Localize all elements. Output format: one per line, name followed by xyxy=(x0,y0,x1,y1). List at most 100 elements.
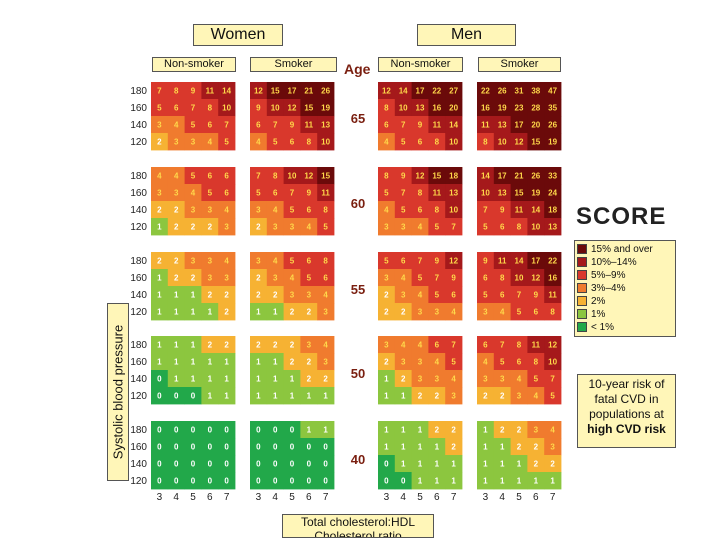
cell-value: 10 xyxy=(531,223,540,232)
cell-value: 4 xyxy=(273,206,278,215)
cell-value: 4 xyxy=(418,341,423,350)
heatmap-cell xyxy=(283,99,301,117)
heatmap-cell xyxy=(151,303,169,321)
cell-value: 3 xyxy=(191,138,196,147)
cell-value: 6 xyxy=(208,172,213,181)
cell-value: 4 xyxy=(323,341,328,350)
heatmap-cell xyxy=(527,201,545,219)
cell-value: 6 xyxy=(224,189,229,198)
cell-value: 2 xyxy=(224,308,229,317)
heatmap-cell xyxy=(394,455,412,473)
heatmap-cell xyxy=(201,472,219,490)
x-tick-label: 5 xyxy=(417,492,423,503)
heatmap-cell xyxy=(544,201,562,219)
cell-value: 0 xyxy=(307,477,312,486)
heatmap-cell xyxy=(527,133,545,151)
heatmap-cell xyxy=(510,218,528,236)
cell-value: 0 xyxy=(191,477,196,486)
y-tick-label: 140 xyxy=(130,374,147,385)
cell-value: 6 xyxy=(208,121,213,130)
heatmap-cell xyxy=(428,252,446,270)
heatmap-cell xyxy=(493,82,511,100)
heatmap-cell xyxy=(300,218,318,236)
heatmap-cell xyxy=(544,387,562,405)
cell-value: 0 xyxy=(208,443,213,452)
heatmap-cell xyxy=(250,269,268,287)
heatmap-cell xyxy=(266,82,284,100)
heatmap-cell xyxy=(317,353,335,371)
heatmap-cell xyxy=(378,99,396,117)
cell-value: 7 xyxy=(500,341,505,350)
heatmap-cell xyxy=(317,438,335,456)
heatmap-cell xyxy=(527,421,545,439)
cell-value: 0 xyxy=(256,426,261,435)
heatmap-cell xyxy=(510,472,528,490)
cell-value: 0 xyxy=(208,460,213,469)
cell-value: 1 xyxy=(157,308,162,317)
cell-value: 2 xyxy=(534,443,539,452)
heatmap-cell xyxy=(201,218,219,236)
heatmap-cell xyxy=(167,370,185,388)
cell-value: 10 xyxy=(449,206,458,215)
heatmap-cell xyxy=(151,252,169,270)
heatmap-cell xyxy=(266,421,284,439)
cell-value: 3 xyxy=(384,274,389,283)
cell-value: 2 xyxy=(273,291,278,300)
cell-value: 1 xyxy=(483,477,488,486)
heatmap-cell xyxy=(510,421,528,439)
cell-value: 17 xyxy=(416,87,425,96)
heatmap-cell xyxy=(283,387,301,405)
age-label: 60 xyxy=(350,196,366,211)
cell-value: 12 xyxy=(548,341,557,350)
heatmap-cell xyxy=(283,455,301,473)
cell-value: 7 xyxy=(418,257,423,266)
cell-value: 4 xyxy=(323,291,328,300)
heatmap-cell xyxy=(378,269,396,287)
legend-swatch xyxy=(577,244,587,254)
cell-value: 9 xyxy=(307,189,312,198)
heatmap-cell xyxy=(510,286,528,304)
cell-value: 6 xyxy=(517,358,522,367)
heatmap-cell xyxy=(283,133,301,151)
heatmap-cell xyxy=(201,370,219,388)
cell-value: 3 xyxy=(157,121,162,130)
cell-value: 3 xyxy=(418,308,423,317)
heatmap-cell xyxy=(510,82,528,100)
cell-value: 1 xyxy=(483,443,488,452)
heatmap-cell xyxy=(167,82,185,100)
heatmap-cell xyxy=(250,201,268,219)
heatmap-cell xyxy=(394,184,412,202)
legend-item: < 1% xyxy=(577,321,673,333)
cell-value: 26 xyxy=(548,121,557,130)
x-tick-label: 3 xyxy=(157,492,163,503)
heatmap-cell xyxy=(445,167,463,185)
cell-value: 8 xyxy=(307,138,312,147)
cell-value: 10 xyxy=(399,104,408,113)
heatmap-cell xyxy=(151,353,169,371)
cell-value: 12 xyxy=(449,257,458,266)
cell-value: 5 xyxy=(418,274,423,283)
cell-value: 2 xyxy=(290,341,295,350)
heatmap-cell xyxy=(300,252,318,270)
cell-value: 3 xyxy=(307,341,312,350)
cell-value: 0 xyxy=(307,443,312,452)
cell-value: 2 xyxy=(307,308,312,317)
cell-value: 1 xyxy=(191,341,196,350)
heatmap-cell xyxy=(527,167,545,185)
heatmap-cell xyxy=(544,82,562,100)
y-tick-label: 160 xyxy=(130,357,147,368)
x-tick-label: 3 xyxy=(384,492,390,503)
cell-value: 1 xyxy=(534,477,539,486)
heatmap-cell xyxy=(167,116,185,134)
cell-value: 14 xyxy=(481,172,490,181)
cell-value: 13 xyxy=(449,189,458,198)
heatmap-cell xyxy=(411,336,429,354)
heatmap-cell xyxy=(266,133,284,151)
x-tick-label: 6 xyxy=(207,492,213,503)
heatmap-cell xyxy=(510,167,528,185)
y-tick-label: 160 xyxy=(130,273,147,284)
cell-value: 3 xyxy=(500,375,505,384)
women-nonsmoker-header: Non-smoker xyxy=(152,57,236,72)
cell-value: 1 xyxy=(157,274,162,283)
heatmap-cell xyxy=(544,472,562,490)
